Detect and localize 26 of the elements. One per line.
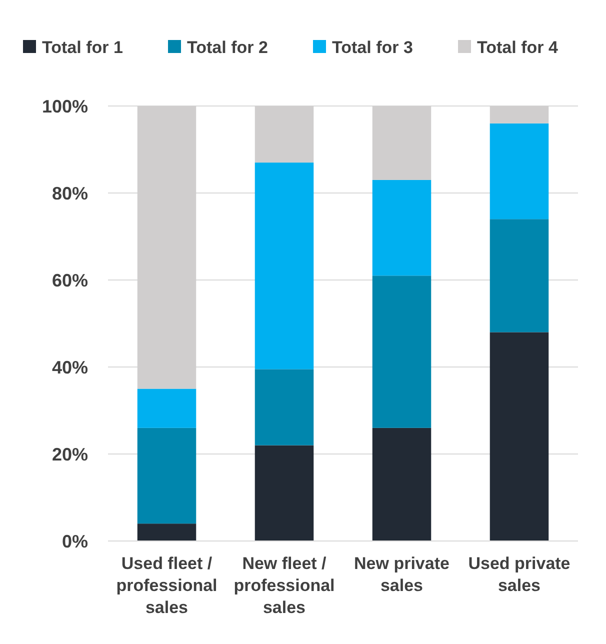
y-tick-label: 60% bbox=[52, 270, 88, 290]
bar bbox=[372, 276, 432, 428]
bar bbox=[490, 332, 549, 541]
legend-label: Total for 4 bbox=[477, 38, 558, 57]
bar bbox=[254, 162, 314, 370]
bar bbox=[490, 219, 549, 332]
bar bbox=[137, 388, 196, 428]
bar bbox=[372, 180, 432, 276]
bar bbox=[254, 369, 314, 446]
bar bbox=[372, 428, 432, 541]
legend-label: Total for 2 bbox=[187, 38, 268, 57]
bar bbox=[137, 524, 196, 541]
y-tick-label: 100% bbox=[42, 96, 88, 116]
legend-label: Total for 1 bbox=[42, 38, 123, 57]
x-tick-label: Used private sales bbox=[468, 554, 570, 595]
y-tick-label: 80% bbox=[52, 183, 88, 204]
x-tick-label: New private sales bbox=[354, 554, 450, 595]
x-tick-label: New fleet / professional sales bbox=[234, 554, 335, 617]
x-tick-label: Used fleet / professional sales bbox=[116, 554, 218, 617]
legend-label: Total for 3 bbox=[332, 38, 413, 57]
bar bbox=[490, 123, 549, 220]
bar bbox=[254, 445, 314, 541]
y-tick-label: 0% bbox=[62, 531, 88, 552]
y-tick-label: 40% bbox=[52, 357, 88, 378]
bar bbox=[137, 428, 196, 524]
y-tick-label: 20% bbox=[52, 444, 88, 464]
